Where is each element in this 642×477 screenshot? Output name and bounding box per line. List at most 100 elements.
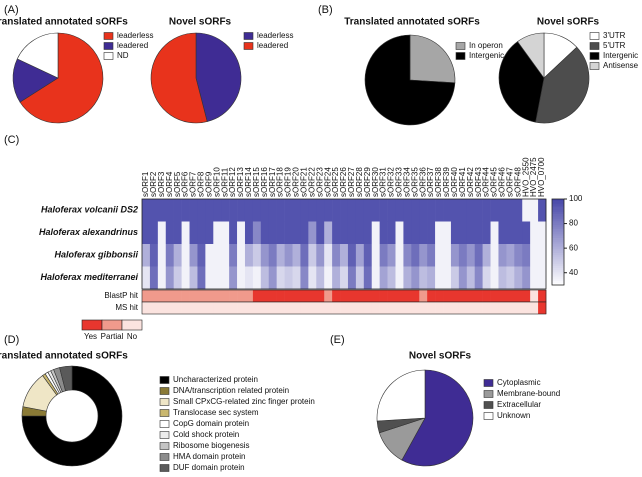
heat-cell [411,221,420,245]
heat-cell [474,221,483,245]
annotation-legend-swatch [81,319,103,331]
heat-cell [506,244,515,267]
annotation-cell [387,290,396,302]
annotation-cell [324,290,333,302]
column-label: sORF23 [315,167,324,197]
annotation-cell [142,302,151,314]
heat-cell [324,199,333,222]
annotation-cell [260,290,270,302]
heat-cell [316,244,325,267]
annotation-cell [395,302,404,314]
heat-cell [395,244,404,267]
heat-cell [197,266,206,290]
heat-cell [411,244,420,267]
annotation-cell [284,290,293,302]
colorbar-step [552,224,564,228]
column-label: sORF6 [181,171,190,197]
legend-label: Translocase sec system [173,408,259,417]
legend-swatch [159,387,170,395]
legend-label: Small CPxCG-related zinc finger protein [173,397,315,406]
column-label: sORF14 [244,167,253,197]
heat-cell [411,199,420,222]
heat-cell [142,199,151,222]
legend-swatch [159,420,170,428]
column-label: sORF12 [228,167,237,197]
colorbar-step [552,203,564,206]
column-label: sORF7 [189,171,198,197]
heat-cell [157,221,167,245]
heat-cell [324,221,333,245]
column-label: sORF34 [402,167,411,197]
heat-cell [450,221,460,245]
heat-cell [458,199,468,222]
heat-cell [435,244,444,267]
heat-cell [300,266,309,290]
heat-cell [268,266,277,290]
heat-cell [197,244,206,267]
annotation-cell [411,302,420,314]
heat-cell [149,266,159,290]
legend-swatch [589,52,600,60]
annotation-cell [268,302,277,314]
annotation-cell [197,302,206,314]
legend-label: leaderless [117,31,153,40]
heat-cell [300,199,309,222]
column-label: sORF36 [418,167,427,197]
colorbar-step [552,248,564,251]
heat-cell [149,199,159,222]
annotation-cell [324,302,333,314]
column-label: sORF18 [276,167,285,197]
heat-cell [538,221,547,245]
heat-cell [181,199,190,222]
colorbar-step [552,274,564,277]
annotation-cell [292,302,301,314]
colorbar-step [552,246,564,249]
heat-cell [395,221,404,245]
legend-swatch [483,379,494,387]
colorbar-step [552,263,564,266]
column-label: sORF11 [220,167,229,197]
chart-title: Novel sORFs [409,351,472,362]
heat-cell [530,244,539,267]
heat-cell [268,199,277,222]
annotation-cell [300,290,309,302]
legend-swatch [159,464,170,472]
heat-cell [395,199,404,222]
heat-cell [371,199,380,222]
annotation-cell [332,302,341,314]
heat-cell [443,266,452,290]
colorbar-step [552,201,564,204]
heat-cell [157,244,167,267]
slice [21,365,123,467]
heat-cell [340,244,349,267]
heat-cell [221,266,230,290]
colorbar-step [552,252,564,256]
colorbar-step [552,222,564,226]
legend-swatch [589,42,600,50]
heat-cell [506,199,515,222]
legend-label: ND [117,51,129,60]
colorbar-label: 100 [569,194,583,203]
legend-label: Membrane-bound [497,389,560,398]
annotation-cell [522,302,531,314]
column-label: sORF37 [426,167,435,197]
legend-label: Intergenic [603,51,638,60]
row-label: Haloferax mediterranei [40,272,138,282]
column-label: sORF13 [236,167,245,197]
legend-swatch [483,401,494,409]
column-label: sORF43 [474,167,483,197]
heatmap-frame [141,198,547,290]
heat-cell [490,244,499,267]
heat-cell [181,221,190,245]
heat-cell [347,244,357,267]
heat-cell [379,199,388,222]
heat-cell [165,244,174,267]
heat-cell [189,199,198,222]
colorbar-label: 80 [569,219,578,228]
heat-cell [538,199,547,222]
heat-cell [435,199,444,222]
heat-cell [308,244,317,267]
annotation-cell [530,290,539,302]
heat-cell [435,221,444,245]
heat-cell [260,221,270,245]
